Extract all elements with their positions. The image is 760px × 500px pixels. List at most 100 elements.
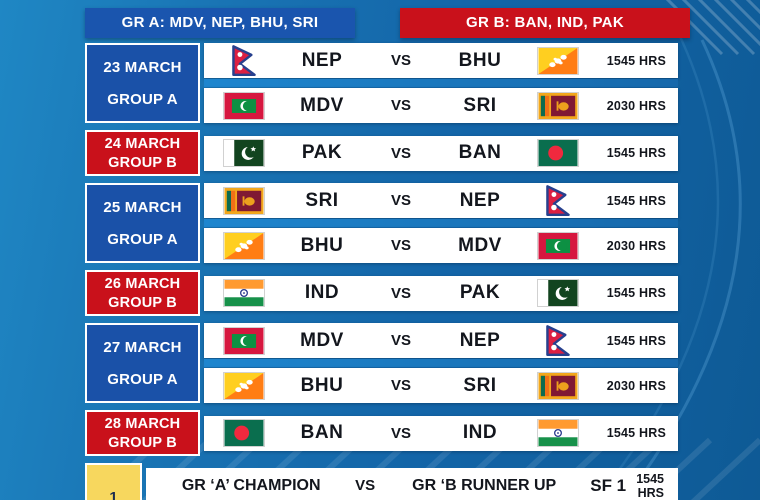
group-label: GROUP A	[107, 90, 178, 108]
date-label: 27 MARCH	[103, 338, 182, 356]
row-separator	[204, 219, 678, 227]
away-team-code: BAN	[458, 142, 502, 163]
nepal-flag-icon	[231, 44, 257, 78]
home-flag-slot	[222, 91, 266, 120]
home-flag-slot	[222, 186, 266, 215]
vs-label: VS	[390, 332, 411, 349]
vs-label: VS	[390, 52, 411, 69]
stage-label: SF 1	[590, 475, 627, 495]
home-flag-slot	[222, 231, 266, 260]
home-team-code: MDV	[300, 329, 344, 351]
match-time: 2030 HRS	[606, 98, 666, 113]
home-flag-slot	[222, 44, 266, 78]
vs-label: VS	[390, 377, 411, 394]
away-team-label: GR ‘B RUNNER UP	[412, 476, 557, 494]
sri-lanka-flag-icon	[537, 371, 579, 400]
vs-label: VS	[390, 237, 411, 254]
home-flag-slot	[222, 371, 266, 400]
match-row: MDV VS NEP 1545 HRS	[204, 323, 678, 358]
match-row: GR ‘A’ CHAMPION VS GR ‘B RUNNER UP SF 1 …	[146, 468, 678, 500]
group-label: GROUP B	[108, 434, 177, 451]
vs-label: VS	[390, 424, 411, 442]
match-time: 2030 HRS	[606, 238, 666, 253]
match-time: 1545 HRS	[606, 333, 666, 348]
home-team-code: PAK	[301, 142, 343, 163]
schedule-row: 25 MARCH GROUP A SRI VS NEP 1545 HRS BHU…	[85, 183, 678, 263]
match-row: PAK VS BAN 1545 HRS	[204, 135, 678, 171]
home-team-code: NEP	[301, 49, 343, 71]
vs-label: VS	[390, 144, 411, 162]
match-row: SRI VS NEP 1545 HRS	[204, 183, 678, 218]
nepal-flag-icon	[545, 324, 571, 358]
away-flag-slot	[536, 91, 580, 120]
match-time: 1545 HRS	[606, 193, 666, 208]
group-label: GROUP A	[107, 370, 178, 388]
schedule-row-semifinal: 1 APRIL GR ‘A’ CHAMPION VS GR ‘B RUNNER …	[85, 463, 678, 500]
vs-label: VS	[390, 97, 411, 114]
date-block: 25 MARCH GROUP A	[85, 183, 200, 263]
group-b-header: GR B: BAN, IND, PAK	[400, 8, 690, 38]
group-label: GROUP A	[107, 230, 178, 248]
date-block: 27 MARCH GROUP A	[85, 323, 200, 403]
home-team-code: BHU	[300, 374, 344, 396]
home-flag-slot	[222, 279, 266, 307]
away-flag-slot	[536, 324, 580, 358]
away-flag-slot	[536, 419, 580, 447]
match-row: IND VS PAK 1545 HRS	[204, 275, 678, 311]
away-team-code: PAK	[459, 282, 501, 303]
away-flag-slot	[536, 371, 580, 400]
bangladesh-flag-icon	[537, 139, 579, 167]
away-flag-slot	[536, 139, 580, 167]
schedule-row: 28 MARCH GROUP B BAN VS IND 1545 HRS	[85, 410, 678, 456]
date-label: 25 MARCH	[103, 198, 182, 216]
home-flag-slot	[222, 419, 266, 447]
away-flag-slot	[536, 279, 580, 307]
row-separator	[204, 359, 678, 367]
home-team-code: IND	[304, 282, 340, 303]
away-flag-slot	[536, 184, 580, 218]
schedule-rows: 23 MARCH GROUP A NEP VS BHU 1545 HRS MDV…	[85, 43, 678, 500]
home-team-code: SRI	[305, 189, 339, 211]
match-time: 1545 HRS	[606, 146, 666, 160]
match-row: NEP VS BHU 1545 HRS	[204, 43, 678, 78]
maldives-flag-icon	[537, 231, 579, 260]
bhutan-flag-icon	[223, 371, 265, 400]
pakistan-flag-icon	[537, 279, 579, 307]
date-block: 24 MARCH GROUP B	[85, 130, 200, 176]
vs-label: VS	[390, 192, 411, 209]
match-row: BAN VS IND 1545 HRS	[204, 415, 678, 451]
date-label: 26 MARCH	[104, 275, 181, 292]
match-time: 1545 HRS	[636, 471, 664, 500]
sri-lanka-flag-icon	[223, 186, 265, 215]
date-label: 23 MARCH	[103, 58, 182, 76]
date-block: 26 MARCH GROUP B	[85, 270, 200, 316]
away-team-code: SRI	[463, 374, 497, 396]
home-team-code: BHU	[300, 234, 344, 256]
schedule-row: 26 MARCH GROUP B IND VS PAK 1545 HRS	[85, 270, 678, 316]
match-row: MDV VS SRI 2030 HRS	[204, 88, 678, 123]
home-flag-slot	[222, 139, 266, 167]
schedule-row: 24 MARCH GROUP B PAK VS BAN 1545 HRS	[85, 130, 678, 176]
home-team-code: MDV	[300, 94, 344, 116]
date-label: 1 APRIL	[109, 489, 118, 500]
group-label: GROUP B	[108, 154, 177, 171]
home-flag-slot	[222, 326, 266, 355]
match-row: BHU VS MDV 2030 HRS	[204, 228, 678, 263]
away-team-code: IND	[462, 422, 498, 443]
schedule-row: 27 MARCH GROUP A MDV VS NEP 1545 HRS BHU…	[85, 323, 678, 403]
away-flag-slot	[536, 46, 580, 75]
match-time: 1545 HRS	[606, 286, 666, 300]
home-team-label: GR ‘A’ CHAMPION	[181, 476, 321, 494]
bangladesh-flag-icon	[223, 419, 265, 447]
bhutan-flag-icon	[223, 231, 265, 260]
vs-label: VS	[355, 477, 376, 494]
date-block: 23 MARCH GROUP A	[85, 43, 200, 123]
maldives-flag-icon	[223, 91, 265, 120]
match-time: 1545 HRS	[606, 53, 666, 68]
group-label: GROUP B	[108, 294, 177, 311]
india-flag-icon	[537, 419, 579, 447]
date-label: 24 MARCH	[104, 135, 181, 152]
match-time: 1545 HRS	[606, 426, 666, 440]
maldives-flag-icon	[223, 326, 265, 355]
